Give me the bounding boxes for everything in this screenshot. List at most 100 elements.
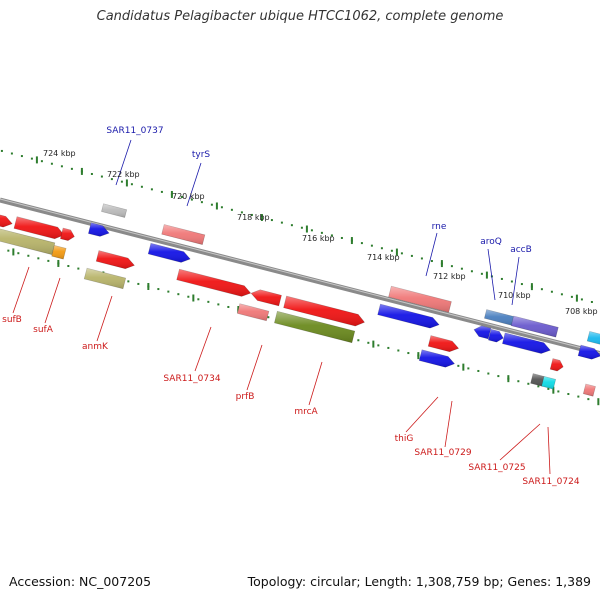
SAR11_0724-gene-shade [541,376,556,390]
ruler-dot [110,178,113,181]
tyrS-gene-shade [161,224,205,245]
ruler-dot [510,280,513,283]
leader-line [115,139,132,186]
prfB-gene-2-shade [237,303,269,321]
ruler-dot [230,208,233,211]
ruler-label: 714 kbp [367,253,400,262]
ruler-dot [420,257,423,260]
ruler-dot [67,265,70,268]
ruler-dot [17,252,20,255]
gene-label-sufA: sufA [33,325,54,335]
ruler-dot [567,393,570,396]
accB-gene-shade [511,316,559,338]
gene-blue-5-shade [488,329,504,343]
ruler-dot [150,188,153,191]
gene-labels-layer: 724 kbp 722 kbp 720 kbp 718 kbp 716 kbp 714 k… [2,126,597,487]
leader-line [425,232,438,277]
map-title: Candidatus Pelagibacter ubique HTCC1062,… [96,9,504,24]
ruler-dot [540,288,543,291]
ruler-dot [20,155,23,158]
gene-sufC-shade [14,216,64,239]
gene-label-prfB: prfB [236,392,255,402]
gene-small-1-shade [60,228,75,241]
thiG-gene-shade [428,335,459,352]
ruler-dot [357,339,360,342]
leader-line [405,396,439,433]
label-leaders [12,139,551,475]
ruler-dot [267,316,270,319]
ruler-dot [130,183,133,186]
ruler-dot [47,259,50,262]
SAR11_0734-gene-shade [176,269,251,297]
sufB-gene-shade [0,214,13,228]
ruler-dot [537,385,540,388]
leader-line [499,423,541,461]
ruler-dot [10,152,13,155]
leader-line [194,326,212,372]
ruler-dot [590,300,593,303]
ruler-label: 720 kbp [172,192,205,201]
ruler-dot [167,290,170,293]
gene-blue-9-shade [578,345,600,360]
ruler-dot [217,303,220,306]
ruler-dot [27,254,30,257]
gene-blue-1-shade [88,222,110,237]
ruler-dot [557,390,560,393]
gene-blue-6-shade [502,332,551,354]
accession-text: Accession: NC_007205 [9,574,152,589]
gene-label-SAR11_0729: SAR11_0729 [414,448,471,458]
ruler-dot [280,221,283,224]
gene-pink-10-shade [583,384,596,397]
leader-line [12,266,30,314]
ruler-dot [330,234,333,237]
leader-line [308,361,323,406]
ruler-dot [580,298,583,301]
ruler-dot [137,282,140,285]
ruler-dot [77,267,80,270]
ruler-dot [7,249,10,252]
gene-label-SAR11_0734: SAR11_0734 [163,374,220,384]
gene-label-SAR11_0725: SAR11_0725 [468,463,525,473]
ruler-dot [300,226,303,229]
ruler-dot [500,277,503,280]
ruler-dot [220,206,223,209]
leader-line [246,344,263,391]
gene-label-accB: accB [510,245,532,255]
mrcA-gene-shade [283,296,365,326]
ruler-dot [340,236,343,239]
ruler-dot [467,367,470,370]
sufB-gene-2-shade [0,228,55,255]
ruler-dot [197,298,200,301]
ruler-dot [140,185,143,188]
gene-cyan-8-shade [587,331,600,345]
ruler-dot [157,288,160,291]
ruler-dot [60,165,63,168]
SAR11_0725-gene-shade [530,373,545,387]
genome-backbone-highlight [0,198,600,354]
ruler-dot [450,265,453,268]
leader-line [444,400,453,448]
sufA-gene-shade [51,245,67,260]
ruler-label: 716 kbp [302,234,335,243]
ruler-dot [587,398,590,401]
gene-label-rne: rne [432,222,447,232]
anmK-gene-2-shade [84,268,126,289]
gene-blue-2-shade [148,243,191,263]
ruler-dot [120,180,123,183]
ruler-dot [70,167,73,170]
leader-line [44,277,61,324]
ruler-dot [360,242,363,245]
gene-blue-3-shade [377,304,440,329]
ruler-dot [560,293,563,296]
ruler-dot [577,395,580,398]
ruler-label: 722 kbp [107,170,140,179]
ruler-dot [487,372,490,375]
ruler-dot [187,295,190,298]
ruler-dot [517,380,520,383]
ruler-label: 724 kbp [43,149,76,158]
ruler-dot [407,352,410,355]
ruler-dot [380,247,383,250]
ruler-dot [50,162,53,165]
ruler-label: 708 kbp [565,307,598,316]
